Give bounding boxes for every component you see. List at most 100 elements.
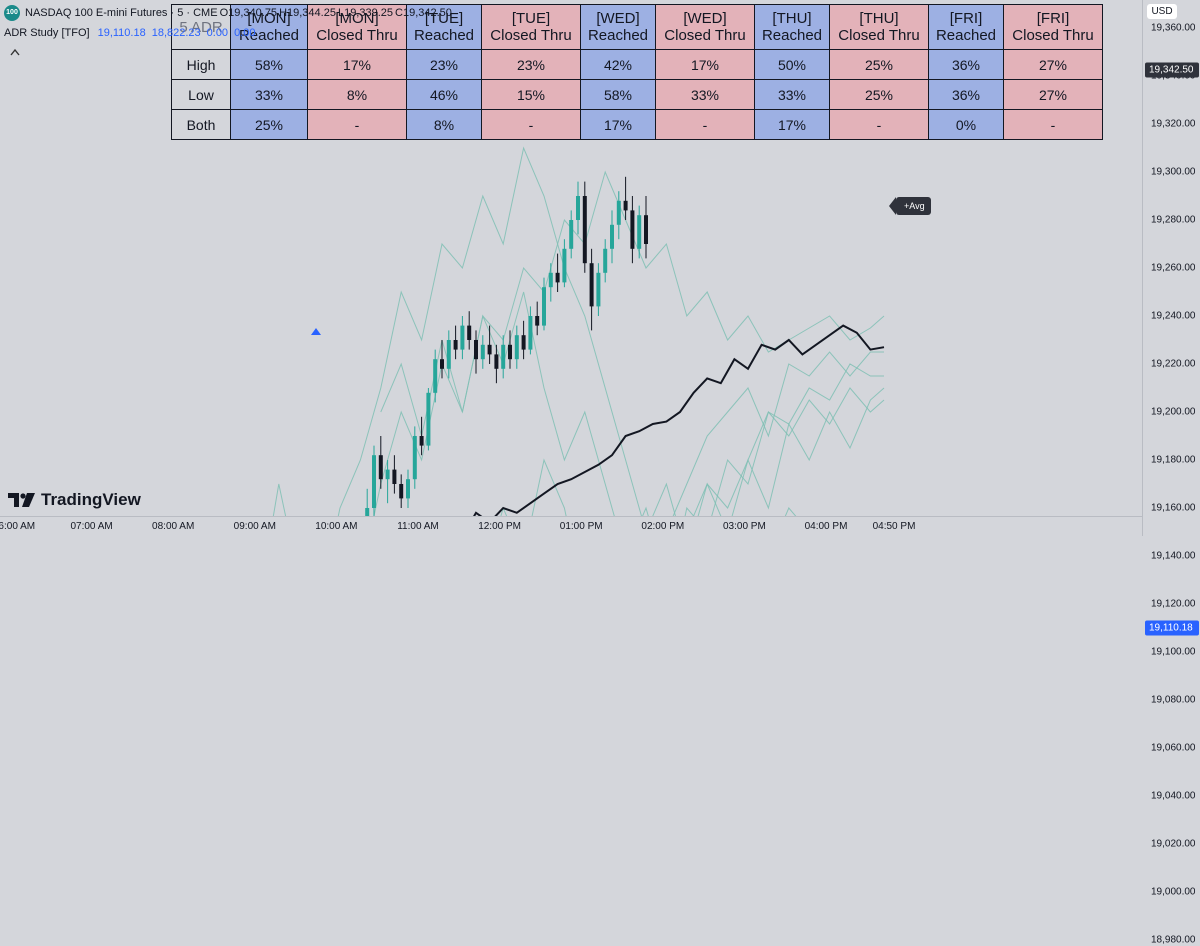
candle-body	[603, 248, 608, 273]
candle-body	[535, 316, 540, 326]
candle	[644, 196, 648, 259]
table-cell: 0%	[928, 109, 1004, 140]
ohlc-high: H19,344.25	[279, 7, 336, 19]
candle-body	[514, 335, 519, 360]
candle-body	[446, 340, 451, 369]
adr-level-tag: 19,110.18	[1145, 620, 1199, 636]
price-chart[interactable]	[0, 0, 1142, 516]
header-kind: Reached	[413, 27, 475, 44]
table-cell: 15%	[481, 79, 581, 110]
current-price-tag: 19,342.50	[1145, 62, 1199, 78]
price-axis-label: 19,360.00	[1151, 22, 1196, 34]
candle-body	[555, 272, 560, 283]
candle-body	[474, 340, 478, 360]
candle	[460, 316, 465, 360]
study-row[interactable]: ADR Study [TFO] 19,110.18 18,822.23 0.00…	[4, 23, 452, 43]
time-axis-label: 04:00 PM	[804, 521, 848, 532]
average-projection-line	[473, 324, 885, 516]
study-value-3: 0.00	[206, 27, 229, 39]
candle	[630, 196, 635, 264]
projection-line-6	[380, 291, 885, 516]
table-cell: 8%	[406, 109, 482, 140]
time-axis-label: 01:00 PM	[559, 521, 603, 532]
table-cell: 58%	[580, 79, 656, 110]
candle	[406, 469, 410, 508]
candle	[494, 344, 499, 384]
time-axis[interactable]: 06:00 AM 07:00 AM 08:00 AM 09:00 AM 10:00 AM…	[0, 516, 1142, 536]
candle-body	[569, 220, 574, 249]
price-axis-label: 19,160.00	[1151, 502, 1196, 514]
header-kind: Closed Thru	[1012, 27, 1094, 44]
header-kind: Reached	[238, 27, 300, 44]
table-cell: 50%	[754, 49, 830, 80]
table-cell: -	[307, 109, 407, 140]
candle	[467, 311, 472, 350]
header-cell: [THU] Reached	[754, 4, 830, 50]
candle	[528, 306, 533, 355]
header-day: [FRI]	[949, 10, 983, 27]
price-axis-label: 19,220.00	[1151, 358, 1196, 370]
price-axis-label: 19,140.00	[1151, 550, 1196, 562]
candle	[548, 263, 553, 302]
candle-body	[576, 196, 580, 220]
study-value-1: 19,110.18	[97, 27, 146, 39]
table-cell: 36%	[928, 49, 1004, 80]
study-name[interactable]: ADR Study [TFO]	[4, 27, 90, 39]
candle-body	[582, 196, 587, 264]
header-day: [TUE]	[424, 10, 464, 27]
candle-body	[596, 272, 601, 307]
symbol-title[interactable]: NASDAQ 100 E-mini Futures · 5 · CME	[25, 7, 218, 19]
header-day: [TUE]	[511, 10, 551, 27]
time-axis-label: 10:00 AM	[315, 521, 358, 532]
candle-body	[365, 508, 370, 516]
candle-body	[562, 248, 567, 283]
candle	[582, 181, 587, 273]
header-kind: Reached	[935, 27, 997, 44]
adr-stats-table: 5 ADR [MON] Reached [MON] Closed Thru [TUE…	[171, 4, 1103, 140]
table-cell: 25%	[230, 109, 308, 140]
candle-body	[372, 455, 376, 508]
time-axis-label: 06:00 AM	[0, 521, 36, 532]
table-cell: 58%	[230, 49, 308, 80]
table-cell: 17%	[754, 109, 830, 140]
header-cell: [TUE] Reached	[406, 4, 482, 50]
candle-body	[399, 484, 404, 499]
candle-body	[419, 436, 424, 446]
candle	[576, 181, 580, 235]
candle-body	[623, 200, 628, 211]
currency-button[interactable]: USD	[1147, 4, 1177, 19]
header-kind: Reached	[761, 27, 823, 44]
table-cell: -	[1003, 109, 1103, 140]
avg-label: +Avg	[889, 197, 931, 215]
tradingview-logo[interactable]: TradingView	[8, 490, 141, 510]
row-label: Both	[171, 109, 231, 140]
candle	[521, 320, 526, 360]
table-cell: 27%	[1003, 79, 1103, 110]
candle-body	[548, 272, 553, 288]
candle	[426, 388, 431, 451]
symbol-row[interactable]: 100 NASDAQ 100 E-mini Futures · 5 · CME …	[4, 3, 452, 23]
row-label: High	[171, 49, 231, 80]
candle	[555, 253, 560, 292]
table-cell: 27%	[1003, 49, 1103, 80]
table-corner-label: 5 ADR	[171, 4, 231, 50]
table-cell: -	[655, 109, 755, 140]
price-axis-label: 19,200.00	[1151, 406, 1196, 418]
price-axis[interactable]: USD 19,360.0019,340.0019,320.0019,300.00…	[1142, 0, 1200, 946]
header-day: [WED]	[596, 10, 640, 27]
chevron-up-icon[interactable]	[10, 47, 20, 59]
time-axis-label: 08:00 AM	[152, 521, 195, 532]
candle-body	[406, 479, 410, 499]
chart-area[interactable]: 100 NASDAQ 100 E-mini Futures · 5 · CME …	[0, 0, 1142, 516]
table-cell: 33%	[754, 79, 830, 110]
table-cell: -	[481, 109, 581, 140]
table-cell: 25%	[829, 49, 929, 80]
price-axis-label: 19,240.00	[1151, 310, 1196, 322]
table-cell: 23%	[481, 49, 581, 80]
candle-body	[528, 316, 533, 350]
candle-body	[480, 344, 485, 360]
candle	[603, 239, 608, 283]
ohlc-close: C19,342.50	[395, 7, 452, 19]
candle	[616, 191, 621, 240]
candle	[487, 325, 492, 364]
